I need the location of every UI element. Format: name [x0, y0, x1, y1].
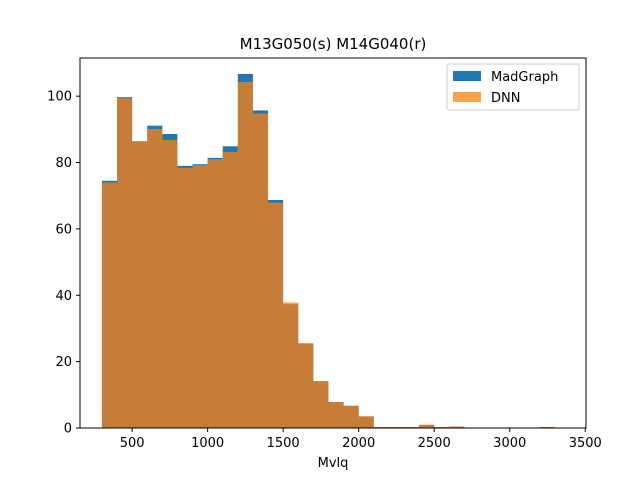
legend: MadGraph DNN: [446, 63, 580, 111]
bar-dnn: [343, 405, 359, 428]
x-tick-label: 3000: [493, 436, 526, 451]
x-tick-label: 3500: [569, 436, 602, 451]
bar-dnn: [177, 167, 193, 428]
bar-dnn: [132, 141, 148, 428]
series-dnn: [101, 81, 556, 429]
bar-dnn: [101, 182, 118, 428]
y-tick-label: 100: [47, 90, 72, 105]
plot-frame: [79, 57, 587, 429]
bar-dnn: [328, 402, 344, 428]
bar-dnn: [237, 81, 253, 428]
y-axis-ticks: 0 20 40 60 80 100: [47, 90, 80, 437]
chart-title: M13G050(s) M14G040(r): [240, 35, 427, 53]
x-tick-label: 2500: [418, 436, 451, 451]
x-tick-label: 2000: [342, 436, 375, 451]
legend-label-madgraph: MadGraph: [491, 70, 558, 85]
bar-dnn: [147, 129, 163, 428]
x-tick-label: 1500: [267, 436, 300, 451]
bar-dnn: [283, 302, 299, 428]
y-tick-label: 0: [64, 422, 72, 437]
legend-swatch-madgraph: [453, 71, 481, 81]
bar-dnn: [358, 416, 374, 428]
bar-dnn: [207, 159, 223, 429]
bar-dnn: [298, 343, 314, 428]
y-tick-label: 40: [55, 289, 72, 304]
y-tick-label: 60: [55, 222, 72, 237]
x-axis-ticks: 500 1000 1500 2000 2500 3000 3500: [120, 428, 602, 451]
x-tick-label: 500: [120, 436, 145, 451]
bar-dnn: [192, 165, 208, 429]
bar-dnn: [162, 139, 178, 429]
bar-dnn: [449, 426, 465, 428]
legend-swatch-dnn: [453, 92, 481, 102]
bar-dnn: [252, 113, 269, 428]
bar-dnn: [419, 424, 435, 428]
bar-dnn: [117, 98, 133, 428]
legend-label-dnn: DNN: [491, 91, 520, 106]
bar-dnn: [268, 202, 284, 428]
bar-dnn: [222, 151, 238, 428]
y-tick-label: 80: [55, 156, 72, 171]
x-tick-label: 1000: [191, 436, 224, 451]
bar-dnn: [313, 381, 329, 428]
y-tick-label: 20: [55, 355, 72, 370]
bars-layer: [101, 73, 556, 429]
x-axis-title: Mvlq: [318, 456, 349, 471]
